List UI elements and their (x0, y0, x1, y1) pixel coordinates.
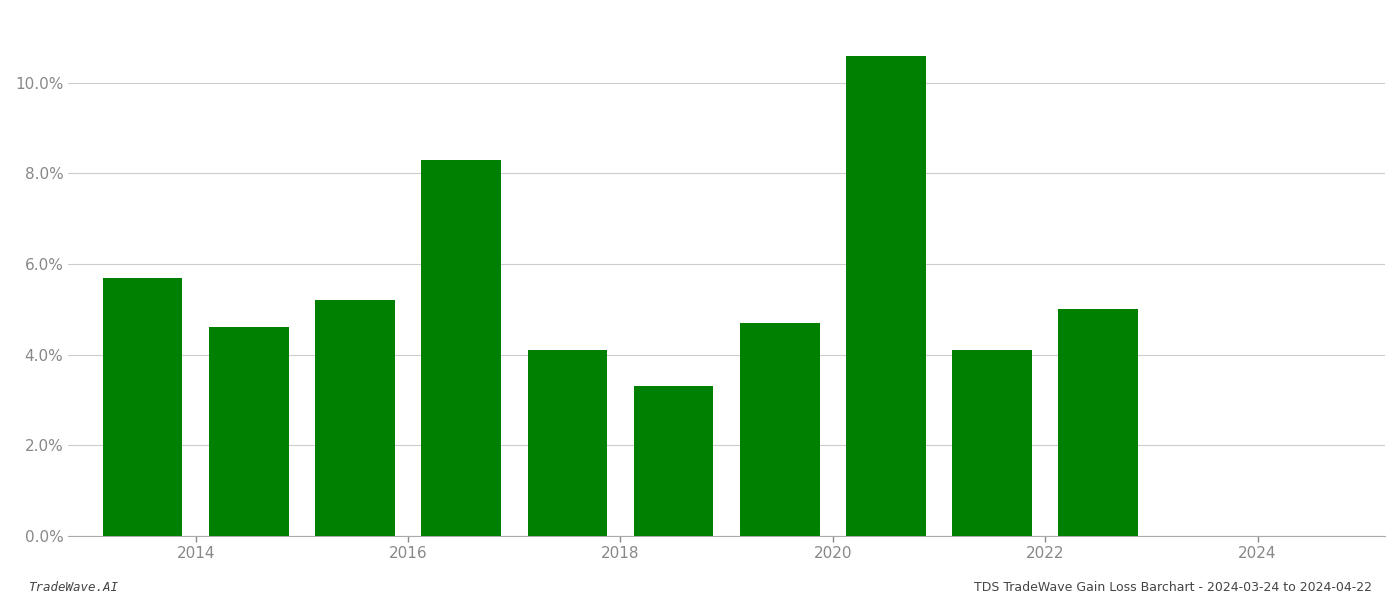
Bar (315, 300, 395, 536)
Text: TDS TradeWave Gain Loss Barchart - 2024-03-24 to 2024-04-22: TDS TradeWave Gain Loss Barchart - 2024-… (974, 581, 1372, 594)
Bar (1058, 309, 1138, 536)
Bar (739, 323, 819, 536)
Bar (952, 350, 1032, 536)
Bar (421, 160, 501, 536)
Bar (209, 328, 288, 536)
Bar (528, 350, 608, 536)
Bar (846, 56, 925, 536)
Bar (102, 278, 182, 536)
Text: TradeWave.AI: TradeWave.AI (28, 581, 118, 594)
Bar (634, 386, 714, 536)
